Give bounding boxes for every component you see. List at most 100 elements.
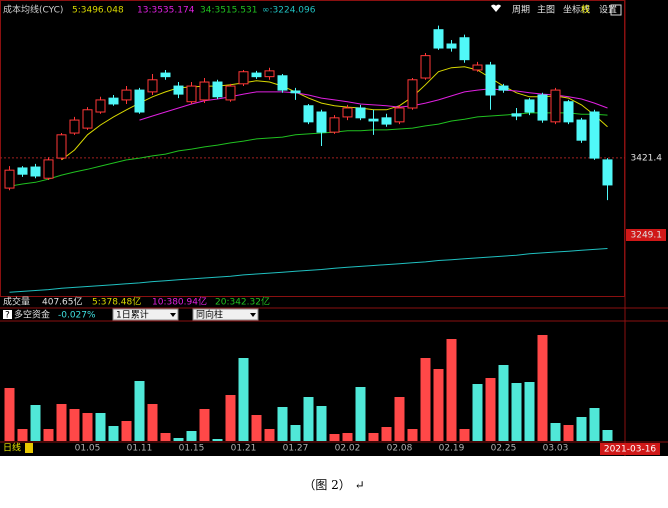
- candle-body: [355, 107, 366, 119]
- candle-body: [407, 79, 418, 109]
- flow-bar: [199, 409, 210, 441]
- flow-bar: [160, 433, 171, 441]
- period-label: 日线: [3, 442, 21, 454]
- candle-body: [43, 159, 54, 179]
- dropdown[interactable]: [192, 308, 259, 321]
- flow-bar: [121, 421, 132, 441]
- flow-bar: [459, 429, 470, 441]
- flow-bar: [108, 426, 119, 441]
- x-tick-label: 01.15: [179, 444, 205, 454]
- candle-body: [121, 89, 132, 101]
- window-icon[interactable]: [610, 4, 622, 16]
- flow-bar: [277, 407, 288, 441]
- candle-body: [498, 85, 509, 91]
- toolbar-item[interactable]: 权: [581, 4, 590, 16]
- favorite-icon[interactable]: [491, 4, 501, 12]
- dropdown[interactable]: [112, 308, 179, 321]
- flow-bar: [446, 339, 457, 441]
- candle-body: [381, 117, 392, 125]
- candle-body: [199, 81, 210, 101]
- candle-body: [537, 94, 548, 121]
- ma-line: [9, 248, 608, 293]
- candle-body: [446, 43, 457, 49]
- ma-line: [9, 112, 608, 187]
- dropdown-label[interactable]: 1日累计: [116, 309, 149, 321]
- candle-body: [342, 107, 353, 118]
- flow-bar: [56, 404, 67, 441]
- candle-body: [82, 109, 93, 129]
- candle-body: [264, 70, 275, 78]
- candle-body: [30, 166, 41, 177]
- dropdown-label[interactable]: 同向柱: [196, 309, 223, 321]
- x-tick-label: 02.25: [491, 444, 517, 454]
- toolbar-item[interactable]: 坐标线: [563, 4, 590, 16]
- candle-body: [329, 117, 340, 133]
- x-tick-label: 02.02: [335, 444, 361, 454]
- candle-body: [602, 159, 613, 186]
- candle-body: [485, 64, 496, 96]
- flow-bar: [576, 417, 587, 441]
- flow-bar: [355, 387, 366, 441]
- x-tick-label: 01.27: [283, 444, 309, 454]
- main-title: 成本均线(CYC): [3, 4, 63, 16]
- flow-bar: [251, 415, 262, 441]
- toolbar-item[interactable]: 主图: [537, 4, 555, 16]
- dropdown-arrow: [250, 313, 256, 317]
- flow-bar: [316, 406, 327, 441]
- x-tick-label: 03.03: [543, 444, 569, 454]
- y-tick-label: 3421.4: [631, 153, 663, 163]
- candle-body: [576, 119, 587, 141]
- candle-body: [303, 105, 314, 123]
- end-date-box: [600, 443, 660, 455]
- flow-bar: [394, 397, 405, 441]
- candle-body: [17, 167, 28, 175]
- candle-body: [173, 85, 184, 95]
- candle-body: [108, 97, 119, 105]
- candle-body: [277, 75, 288, 91]
- flow-bar: [134, 381, 145, 441]
- candle-body: [251, 72, 262, 78]
- candle-body: [160, 72, 171, 78]
- period-icon[interactable]: [25, 443, 33, 453]
- candle-body: [524, 99, 535, 113]
- legend-entry: 13:3535.174: [137, 6, 195, 16]
- caption: （图 2） ↵: [303, 478, 365, 492]
- candle-body: [56, 134, 67, 159]
- candle-body: [134, 89, 145, 113]
- flow-bar: [342, 433, 353, 441]
- price-box: [626, 229, 666, 242]
- flow-bar: [472, 384, 483, 441]
- candle-body: [394, 107, 405, 123]
- x-tick-label: 01.11: [127, 444, 153, 454]
- candle-body: [589, 111, 600, 159]
- candle-body: [147, 79, 158, 93]
- ma-line: [61, 66, 608, 161]
- flow-bar: [407, 429, 418, 441]
- candle-body: [186, 85, 197, 103]
- dropdown-arrow: [170, 313, 176, 317]
- flow-bar: [290, 425, 301, 441]
- toolbar-item[interactable]: 设置: [599, 5, 617, 16]
- flow-bar: [30, 405, 41, 441]
- flow-bar: [433, 369, 444, 441]
- flow-bar: [212, 439, 223, 441]
- candle-body: [69, 119, 80, 134]
- help-icon[interactable]: [3, 310, 12, 319]
- flow-bar: [329, 434, 340, 441]
- candle-body: [550, 89, 561, 123]
- x-tick-label: 01.05: [75, 444, 101, 454]
- flow-bar: [589, 408, 600, 441]
- help-glyph: ?: [5, 311, 10, 321]
- toolbar-item[interactable]: 周期: [512, 5, 530, 16]
- volume-title: 成交量: [3, 296, 30, 308]
- candle-body: [511, 113, 522, 117]
- candle-body: [563, 101, 574, 123]
- x-tick-label: 02.19: [439, 444, 465, 454]
- volume-item: 20:342.32亿: [215, 296, 270, 308]
- flow-bar: [550, 423, 561, 441]
- candle-body: [433, 29, 444, 49]
- flow-bar: [537, 335, 548, 441]
- flow-bar: [368, 433, 379, 441]
- flow-bar: [264, 429, 275, 441]
